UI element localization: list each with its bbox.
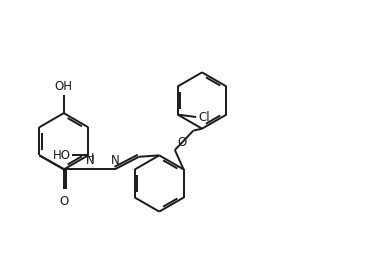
- Text: HO: HO: [53, 149, 70, 162]
- Text: O: O: [59, 195, 68, 208]
- Text: OH: OH: [55, 80, 73, 93]
- Text: N: N: [111, 154, 120, 168]
- Text: O: O: [177, 136, 186, 148]
- Text: H: H: [86, 153, 94, 163]
- Text: N: N: [86, 154, 95, 168]
- Text: Cl: Cl: [198, 110, 210, 124]
